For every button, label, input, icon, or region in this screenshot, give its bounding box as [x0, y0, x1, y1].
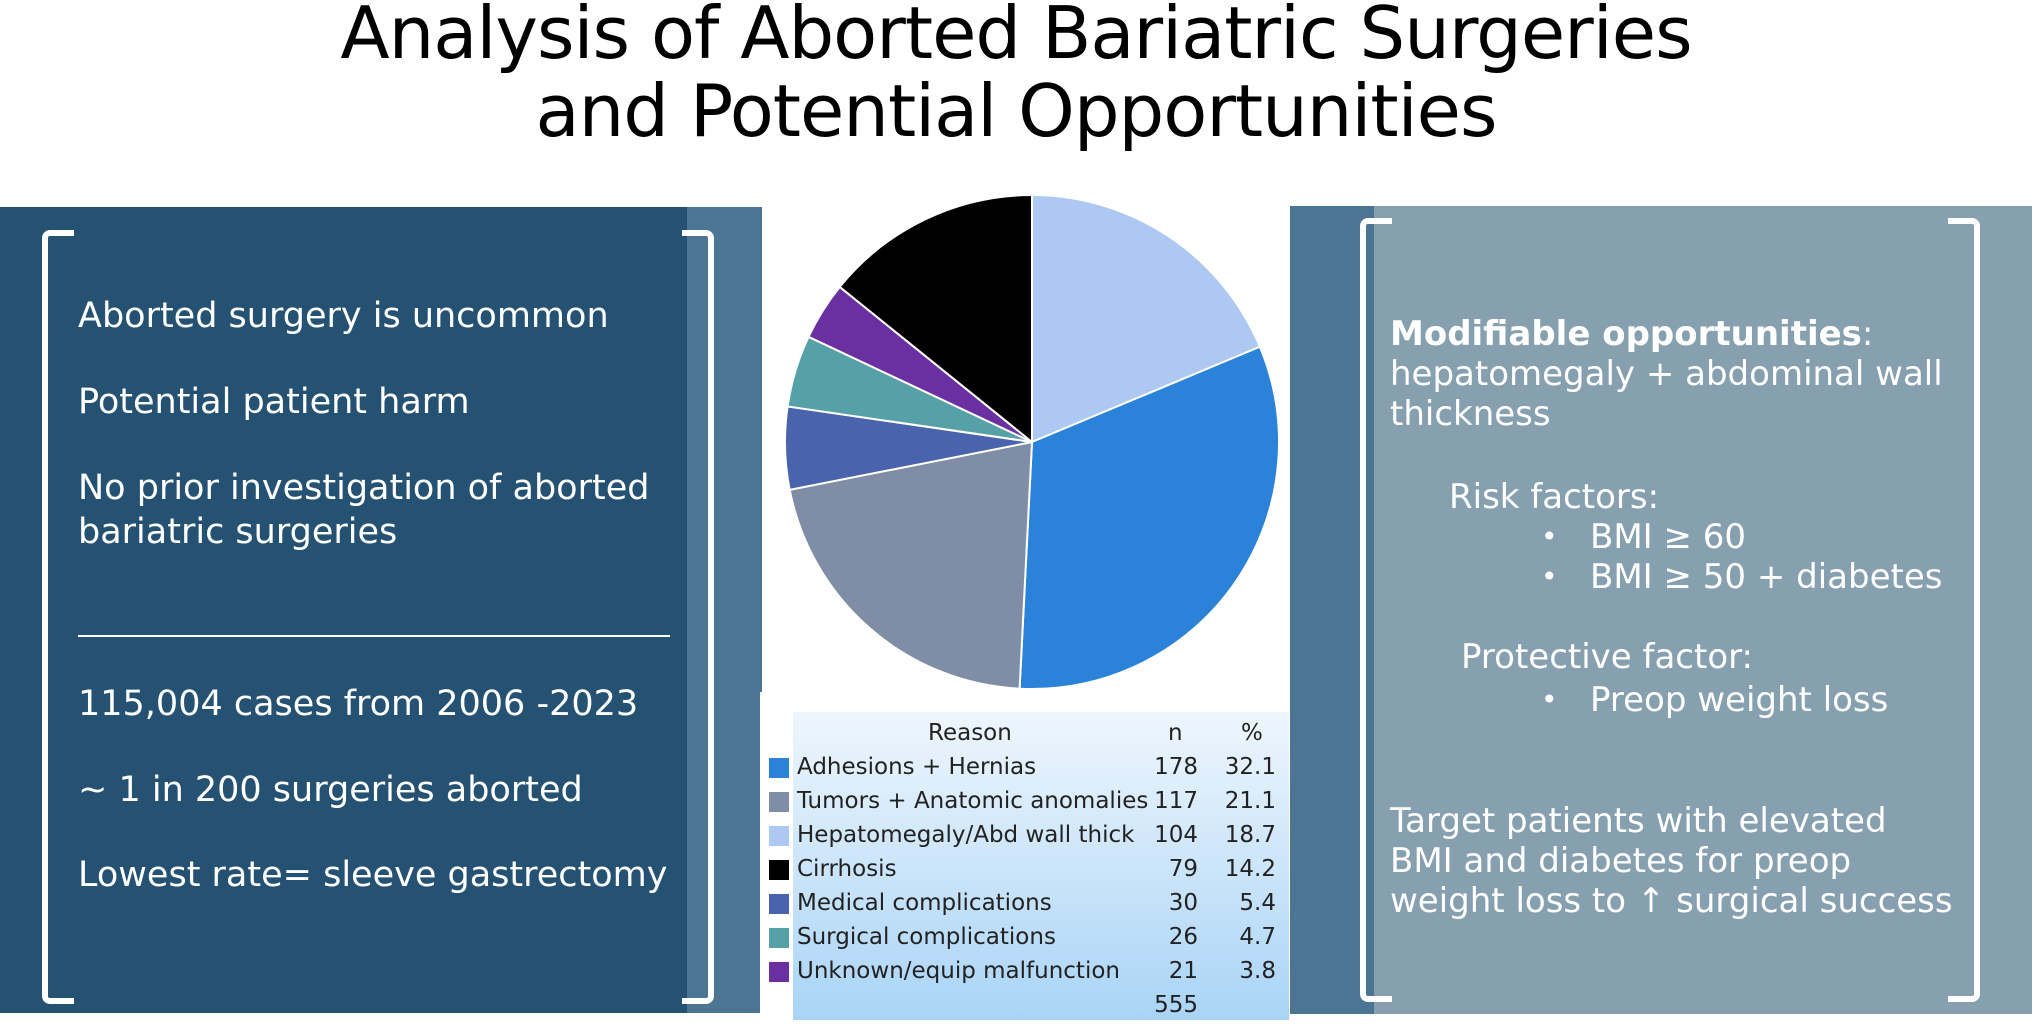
risk-factor-item: BMI ≥ 60 [1590, 517, 1747, 557]
legend-header-pct: % [1241, 720, 1263, 746]
left-text-lowest: Lowest rate= sleeve gastrectomy [78, 855, 668, 895]
legend-percent: 21.1 [1224, 788, 1276, 814]
legend-count: 79 [1168, 856, 1198, 882]
left-text-harm: Potential patient harm [78, 382, 470, 422]
left-bracket-close [682, 230, 714, 1004]
legend-swatch [769, 962, 789, 982]
legend-label: Unknown/equip malfunction [797, 958, 1120, 984]
right-bracket-close [1948, 218, 1980, 1002]
left-text-cases: 115,004 cases from 2006 -2023 [78, 684, 639, 724]
modifiable-colon: : [1861, 314, 1874, 354]
legend-swatch [769, 894, 789, 914]
protective-factor-item: Preop weight loss [1590, 680, 1889, 720]
pie-slice-cirrhosis [838, 193, 1033, 445]
legend-count: 178 [1154, 754, 1198, 780]
legend-percent: 32.1 [1224, 754, 1276, 780]
legend-swatch [769, 792, 789, 812]
risk-factors-header: Risk factors: [1449, 477, 1660, 517]
legend-header-reason: Reason [928, 720, 1012, 746]
bullet-icon: • [1541, 683, 1558, 716]
left-text-bariatric: bariatric surgeries [78, 512, 398, 552]
modifiable-heading: Modifiable opportunities: [1390, 314, 1873, 354]
legend-count: 21 [1168, 958, 1198, 984]
left-bracket-open [42, 230, 74, 1004]
right-bracket-open [1360, 218, 1392, 1002]
legend-label: Hepatomegaly/Abd wall thick [797, 822, 1135, 848]
legend-percent: 3.8 [1239, 958, 1276, 984]
legend-percent: 18.7 [1224, 822, 1276, 848]
legend-label: Surgical complications [797, 924, 1056, 950]
pie-slice-tumors-anatomic-anomalies [788, 440, 1034, 690]
legend-label: Adhesions + Hernias [797, 754, 1037, 780]
left-text-no-prior: No prior investigation of aborted [78, 468, 650, 508]
legend-header-n: n [1168, 720, 1183, 746]
pie-chart [783, 193, 1280, 691]
bullet-icon: • [1541, 520, 1558, 553]
modifiable-line-2: hepatomegaly + abdominal wall [1390, 354, 1943, 394]
bullet-icon: • [1541, 560, 1558, 593]
legend-swatch [769, 928, 789, 948]
legend-count: 26 [1168, 924, 1198, 950]
legend-percent: 4.7 [1239, 924, 1276, 950]
modifiable-line-3: thickness [1390, 394, 1551, 434]
legend-percent: 5.4 [1239, 890, 1276, 916]
pie-slice-adhesions-hernias [1018, 345, 1280, 691]
title-line-1: Analysis of Aborted Bariatric Surgeries [340, 0, 1692, 75]
legend-count: 104 [1154, 822, 1198, 848]
legend-count: 30 [1168, 890, 1198, 916]
target-line-3: weight loss to ↑ surgical success [1390, 881, 1953, 921]
left-text-uncommon: Aborted surgery is uncommon [78, 296, 609, 336]
right-panel [1374, 206, 2032, 1014]
target-line-2: BMI and diabetes for preop [1390, 841, 1852, 881]
legend-percent: 14.2 [1224, 856, 1276, 882]
legend-label: Cirrhosis [797, 856, 897, 882]
target-line-1: Target patients with elevated [1390, 801, 1887, 841]
protective-factor-header: Protective factor: [1461, 637, 1753, 677]
pie-slice-hepatomegaly-abd-wall-thick [1031, 193, 1262, 444]
legend-total: 555 [1154, 992, 1198, 1018]
left-panel [0, 207, 687, 1013]
legend-label: Tumors + Anatomic anomalies [797, 788, 1149, 814]
legend-label: Medical complications [797, 890, 1052, 916]
legend-swatch [769, 860, 789, 880]
left-text-rate: ~ 1 in 200 surgeries aborted [78, 770, 583, 810]
modifiable-label: Modifiable opportunities [1390, 314, 1862, 354]
legend-count: 117 [1154, 788, 1198, 814]
left-divider [78, 635, 670, 637]
risk-factor-item: BMI ≥ 50 + diabetes [1590, 557, 1943, 597]
legend-swatch [769, 826, 789, 846]
title-line-2: and Potential Opportunities [535, 69, 1498, 153]
legend-table [793, 712, 1289, 1020]
legend-swatch [769, 758, 789, 778]
page-title: Analysis of Aborted Bariatric Surgeries … [0, 0, 2032, 150]
